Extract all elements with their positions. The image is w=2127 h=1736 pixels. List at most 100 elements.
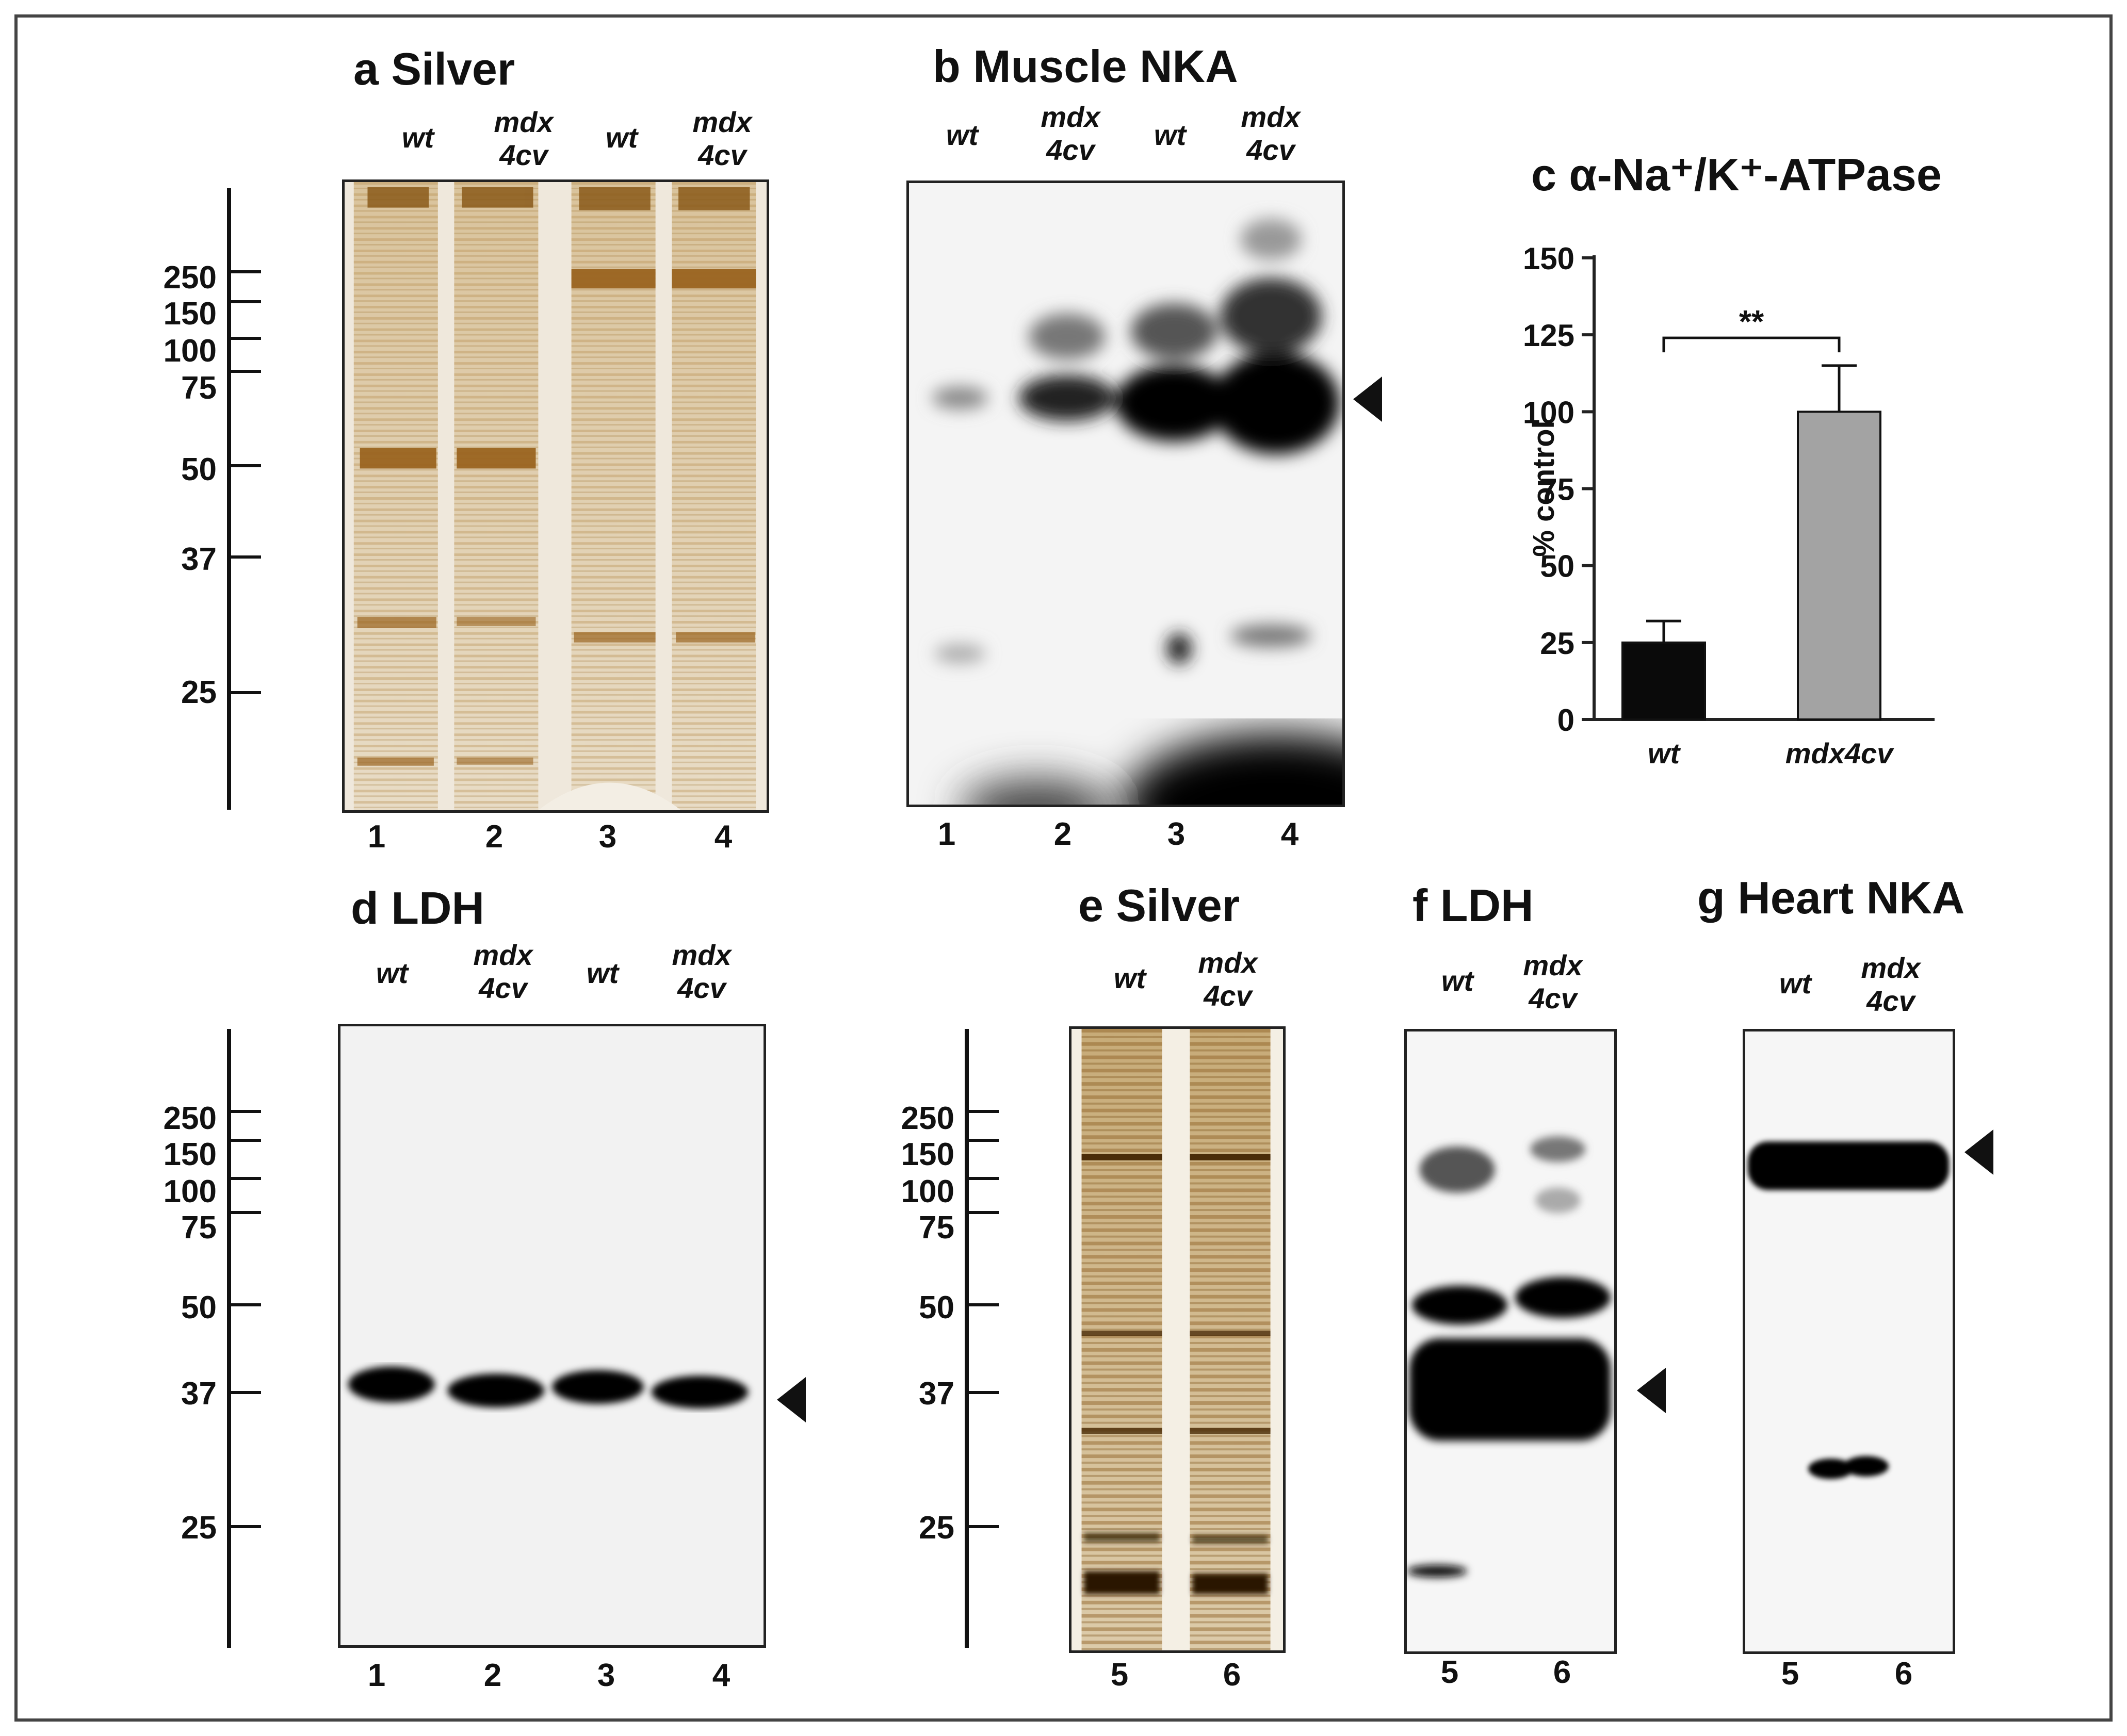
panel-b-lane-2-label: mdx 4cv: [1041, 101, 1100, 166]
panel-e-lane-1-label: wt: [1113, 962, 1146, 994]
mw-tick-75: [227, 1211, 261, 1214]
panel-b-lane-number-2: 2: [1053, 816, 1072, 852]
mw-tick-25: [965, 1525, 999, 1528]
panel-d-band-arrow: [777, 1377, 806, 1422]
mw-label-250: 250: [901, 1101, 954, 1136]
panel-a-silver-gel: [342, 179, 769, 813]
mw-tick-150: [965, 1139, 999, 1142]
panel-d-lane-1-label: wt: [376, 957, 409, 989]
panel-a-lane-number-3: 3: [598, 819, 617, 855]
mw-tick-100: [227, 337, 261, 340]
mw-label-100: 100: [163, 1174, 217, 1209]
panel-f-lane-number-6: 6: [1553, 1655, 1571, 1690]
mw-label-50: 50: [919, 1290, 954, 1325]
y-tick-label-50: 50: [1540, 549, 1574, 584]
mw-axis-line: [227, 188, 231, 810]
mw-label-25: 25: [181, 675, 217, 710]
mw-label-150: 150: [163, 1137, 217, 1172]
mw-tick-25: [227, 1525, 261, 1528]
mw-label-250: 250: [163, 1101, 217, 1136]
mw-label-25: 25: [181, 1510, 217, 1546]
bar-mdx4cv: [1797, 411, 1881, 721]
panel-g-lane-2-label: mdx 4cv: [1861, 952, 1921, 1017]
panel-a-lane-2-label: mdx 4cv: [494, 106, 554, 171]
panel-e-lane-2-label: mdx 4cv: [1198, 946, 1258, 1012]
mw-tick-50: [227, 1303, 261, 1306]
mw-tick-75: [227, 370, 261, 373]
panel-b-band-arrow: [1353, 376, 1382, 422]
panel-d-lane-number-3: 3: [597, 1658, 615, 1693]
panel-g-lane-number-6: 6: [1894, 1656, 1913, 1692]
significance-bracket: [1662, 336, 1841, 353]
panel-g-heart-nka-blot: [1743, 1029, 1955, 1654]
mw-tick-50: [227, 464, 261, 467]
mw-label-25: 25: [919, 1510, 954, 1546]
panel-a-lane-number-2: 2: [485, 819, 504, 855]
panel-d-lane-number-2: 2: [483, 1658, 502, 1693]
panel-e-lane-number-5: 5: [1110, 1657, 1129, 1693]
mw-tick-37: [965, 1391, 999, 1394]
significance-label: **: [1739, 304, 1764, 340]
panel-g-lane-number-5: 5: [1781, 1656, 1799, 1692]
panel-a-lane-3-label: wt: [605, 121, 638, 154]
panel-e-lane-number-6: 6: [1223, 1657, 1241, 1693]
x-tick-label-wt: wt: [1648, 737, 1681, 769]
mw-tick-50: [965, 1303, 999, 1306]
mw-axis-line: [965, 1029, 969, 1648]
mw-label-150: 150: [163, 296, 217, 332]
panel-a-lane-number-1: 1: [367, 819, 386, 855]
y-tick-label-150: 150: [1523, 241, 1574, 276]
mw-label-50: 50: [181, 452, 217, 487]
panel-c-bar-chart: 0 25 50 75 100 125 150 % control wt mdx4cv **: [1523, 241, 1935, 769]
panel-f-lane-number-5: 5: [1440, 1655, 1459, 1690]
y-tick-label-25: 25: [1540, 626, 1574, 661]
y-axis-label: % control: [1527, 420, 1561, 556]
mw-label-75: 75: [181, 370, 217, 406]
panel-b-lane-1-label: wt: [946, 119, 979, 151]
y-tick-label-0: 0: [1557, 703, 1574, 738]
mw-label-50: 50: [181, 1290, 217, 1325]
panel-b-lane-number-4: 4: [1280, 816, 1299, 852]
panel-f-lane-1-label: wt: [1441, 964, 1474, 997]
mw-tick-75: [965, 1211, 999, 1214]
mw-tick-250: [227, 270, 261, 273]
panel-d-ldh-blot: [338, 1024, 766, 1648]
chart-title: c α-Na⁺/K⁺-ATPase: [1531, 149, 1942, 200]
panel-b-lane-number-3: 3: [1167, 816, 1186, 852]
panel-a-lane-1-label: wt: [401, 121, 434, 154]
panel-b-lane-number-1: 1: [937, 816, 956, 852]
panel-d-lane-number-1: 1: [367, 1658, 386, 1693]
panel-g-band-arrow: [1964, 1129, 1993, 1175]
mw-tick-150: [227, 1139, 261, 1142]
mw-tick-37: [227, 555, 261, 559]
panel-d-title: d LDH: [351, 882, 485, 933]
y-tick-label-125: 125: [1523, 318, 1574, 353]
panel-a-title: a Silver: [353, 43, 515, 94]
mw-label-150: 150: [901, 1137, 954, 1172]
panel-d-lane-4-label: mdx 4cv: [672, 939, 732, 1004]
mw-label-37: 37: [181, 542, 217, 577]
panel-b-title: b Muscle NKA: [933, 41, 1238, 92]
panel-e-title: e Silver: [1078, 880, 1240, 931]
mw-tick-150: [227, 300, 261, 303]
mw-label-75: 75: [181, 1210, 217, 1246]
mw-tick-100: [965, 1177, 999, 1180]
panel-d-lane-3-label: wt: [586, 957, 619, 989]
mw-tick-37: [227, 1391, 261, 1394]
mw-tick-250: [965, 1110, 999, 1113]
mw-label-37: 37: [919, 1376, 954, 1412]
y-tick-label-75: 75: [1540, 472, 1574, 507]
panel-a-lane-4-label: mdx 4cv: [692, 106, 752, 171]
panel-g-lane-1-label: wt: [1779, 967, 1812, 1000]
mw-label-100: 100: [901, 1174, 954, 1209]
mw-label-250: 250: [163, 260, 217, 296]
figure-frame: [14, 14, 2113, 1722]
panel-f-band-arrow: [1637, 1368, 1666, 1413]
panel-e-silver-gel: [1069, 1026, 1286, 1653]
panel-b-lane-4-label: mdx 4cv: [1241, 101, 1301, 166]
panel-a-lane-number-4: 4: [714, 819, 733, 855]
mw-label-37: 37: [181, 1376, 217, 1412]
panel-f-lane-2-label: mdx 4cv: [1523, 949, 1583, 1014]
mw-tick-250: [227, 1110, 261, 1113]
panel-f-ldh-blot: [1404, 1029, 1617, 1654]
